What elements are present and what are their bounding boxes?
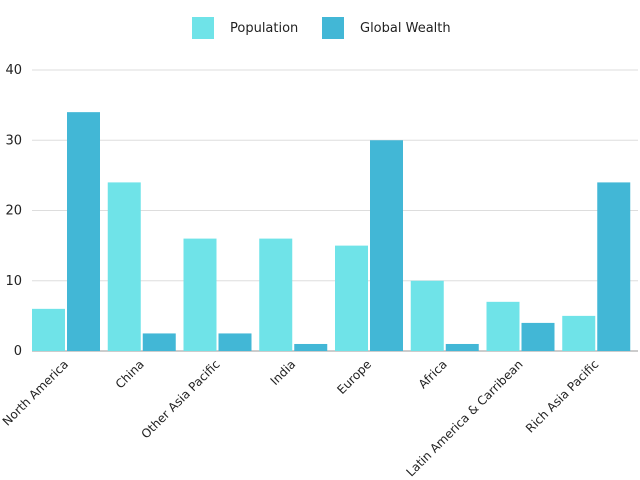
bar [294, 343, 328, 351]
bar [183, 238, 217, 351]
x-tick-label: Africa [416, 357, 450, 391]
bar [32, 308, 65, 351]
legend-label-population: Population [230, 20, 299, 36]
y-tick-label: 20 [5, 204, 22, 219]
legend-label-global-wealth: Global Wealth [360, 20, 451, 36]
bar [218, 333, 252, 351]
bar [107, 182, 141, 351]
x-tick-label: North America [0, 357, 71, 428]
bar [335, 245, 368, 351]
y-tick-label: 30 [5, 133, 22, 148]
bar [521, 322, 555, 351]
bar [370, 140, 403, 351]
bar [597, 182, 631, 351]
legend: Population Global Wealth [0, 16, 640, 40]
y-tick-label: 10 [5, 274, 22, 289]
bar [259, 238, 293, 351]
bar [562, 315, 596, 351]
bar [142, 333, 176, 351]
x-tick-label: India [268, 357, 299, 388]
x-tick-label: Europe [334, 357, 374, 397]
legend-item-population: Population [192, 16, 298, 40]
legend-item-global-wealth: Global Wealth [322, 16, 451, 40]
bar [486, 301, 520, 351]
x-tick-label: Other Asia Pacific [138, 357, 222, 441]
bar [410, 280, 444, 351]
x-tick-label: China [113, 357, 147, 391]
y-tick-label: 40 [5, 63, 22, 78]
legend-swatch-global-wealth [322, 17, 344, 39]
bar [445, 343, 479, 351]
x-tick-label: Rich Asia Pacific [523, 357, 601, 435]
bar [67, 112, 100, 352]
y-tick-label: 0 [14, 344, 22, 359]
legend-swatch-population [192, 17, 214, 39]
